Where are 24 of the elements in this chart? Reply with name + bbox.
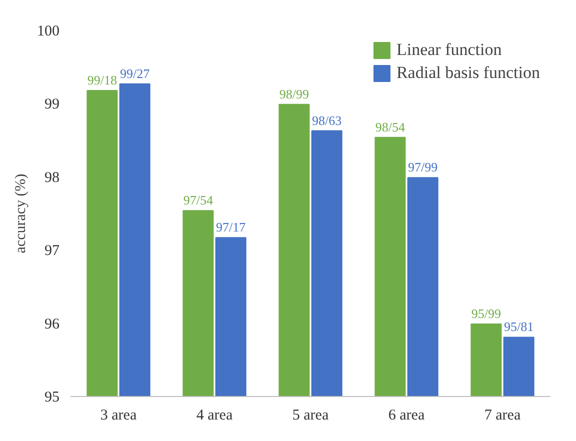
y-axis-title: accuracy (%) — [13, 174, 29, 254]
x-tick-label: 4 area — [196, 408, 233, 424]
x-tick-label: 5 area — [292, 408, 329, 424]
legend-label: Linear function — [396, 40, 502, 60]
data-label: 98/63 — [312, 112, 342, 128]
x-tick-label: 6 area — [388, 408, 425, 424]
data-label: 97/17 — [216, 220, 246, 235]
data-label: 95/99 — [471, 306, 501, 322]
data-label: 98/99 — [279, 86, 309, 102]
y-tick-label: 96 — [44, 316, 60, 332]
x-tick-label: 7 area — [484, 408, 521, 424]
y-tick-label: 98 — [44, 170, 60, 186]
y-tick-label: 99 — [44, 96, 60, 113]
y-tick-label: 100 — [37, 24, 60, 40]
y-tick-label: 95 — [44, 390, 60, 406]
data-label: 95/81 — [504, 319, 534, 334]
y-tick-label: 97 — [44, 243, 60, 260]
data-label: 98/54 — [375, 119, 406, 134]
data-label: 99/27 — [120, 66, 150, 81]
x-tick-label: 3 area — [100, 408, 137, 424]
data-label: 99/18 — [87, 72, 117, 88]
data-label: 97/99 — [408, 160, 438, 175]
data-label: 97/54 — [183, 192, 214, 208]
legend-label: Radial basis function — [396, 63, 540, 83]
